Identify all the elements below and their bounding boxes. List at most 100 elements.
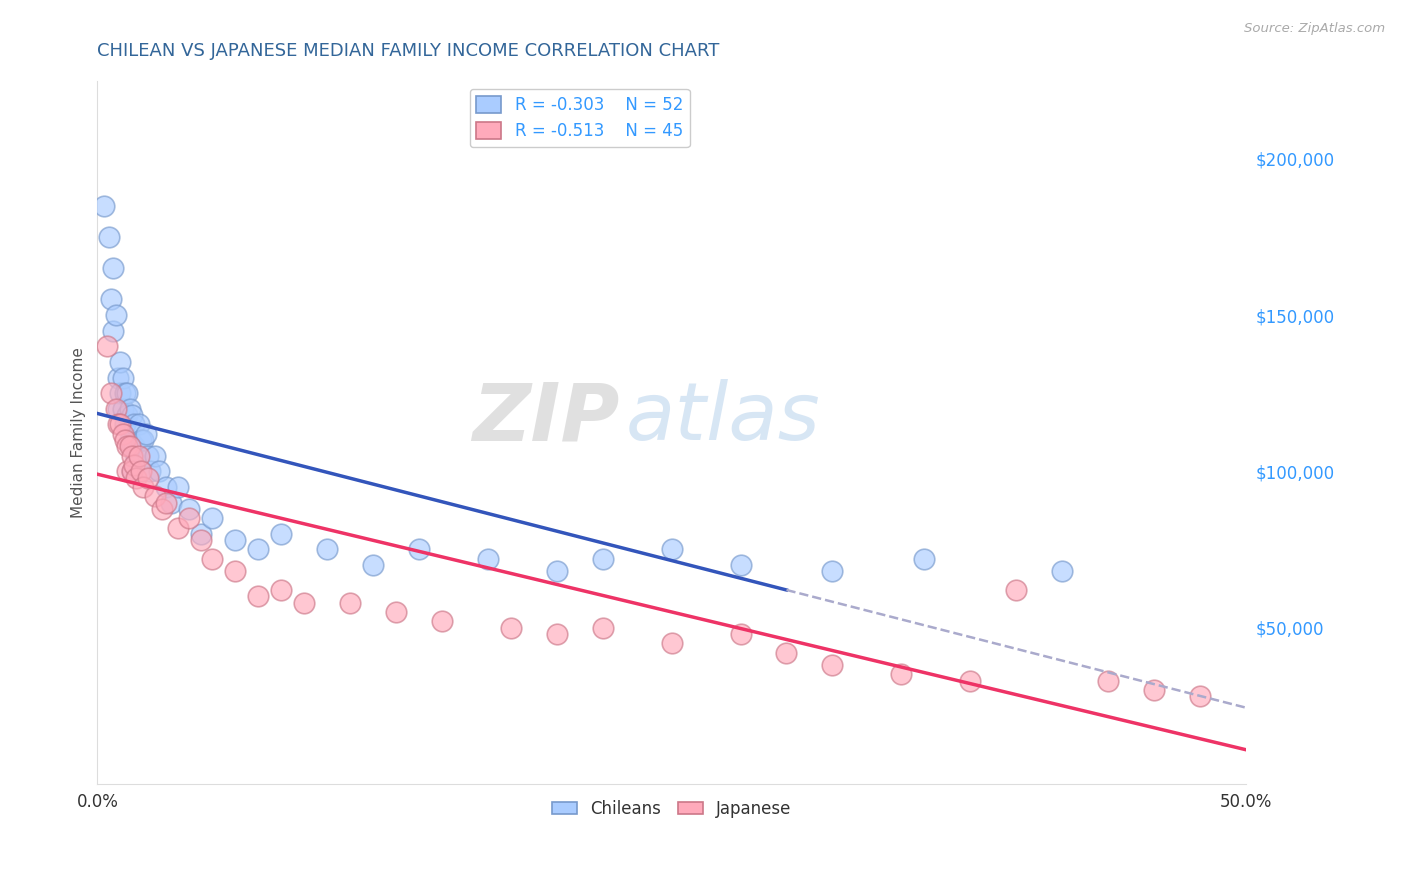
Point xyxy=(160,495,183,509)
Text: ZIP: ZIP xyxy=(472,379,620,458)
Point xyxy=(100,386,122,401)
Point xyxy=(121,464,143,478)
Point xyxy=(121,449,143,463)
Point xyxy=(201,551,224,566)
Point xyxy=(104,308,127,322)
Point xyxy=(129,464,152,478)
Point xyxy=(122,439,145,453)
Text: Source: ZipAtlas.com: Source: ZipAtlas.com xyxy=(1244,22,1385,36)
Point xyxy=(107,417,129,432)
Point xyxy=(1097,673,1119,688)
Point xyxy=(592,620,614,634)
Point xyxy=(125,449,148,463)
Point xyxy=(155,495,177,509)
Point xyxy=(201,511,224,525)
Point xyxy=(224,533,246,547)
Point xyxy=(135,426,157,441)
Point xyxy=(270,526,292,541)
Point xyxy=(661,542,683,557)
Point xyxy=(100,293,122,307)
Point xyxy=(136,470,159,484)
Point xyxy=(125,470,148,484)
Point xyxy=(114,417,136,432)
Legend: Chileans, Japanese: Chileans, Japanese xyxy=(546,793,799,824)
Point xyxy=(430,614,453,628)
Point xyxy=(155,480,177,494)
Point xyxy=(730,558,752,572)
Point xyxy=(821,658,844,673)
Point xyxy=(115,386,138,401)
Point xyxy=(122,417,145,432)
Point xyxy=(166,480,188,494)
Point xyxy=(775,646,797,660)
Point xyxy=(385,605,408,619)
Point xyxy=(139,464,162,478)
Point xyxy=(121,408,143,422)
Y-axis label: Median Family Income: Median Family Income xyxy=(72,347,86,517)
Point xyxy=(190,526,212,541)
Point xyxy=(111,426,134,441)
Point xyxy=(592,551,614,566)
Point xyxy=(110,417,132,432)
Point xyxy=(1143,683,1166,698)
Point xyxy=(292,595,315,609)
Point xyxy=(270,582,292,597)
Point xyxy=(103,324,125,338)
Point xyxy=(148,464,170,478)
Point xyxy=(111,370,134,384)
Point xyxy=(115,439,138,453)
Point xyxy=(912,551,935,566)
Point xyxy=(546,564,568,578)
Point xyxy=(821,564,844,578)
Point xyxy=(247,542,270,557)
Point xyxy=(93,199,115,213)
Point xyxy=(103,261,125,276)
Point xyxy=(361,558,384,572)
Point xyxy=(128,449,150,463)
Point xyxy=(136,449,159,463)
Point xyxy=(190,533,212,547)
Point xyxy=(408,542,430,557)
Point xyxy=(121,464,143,478)
Point xyxy=(224,564,246,578)
Point xyxy=(128,417,150,432)
Point xyxy=(107,401,129,416)
Point xyxy=(114,386,136,401)
Point xyxy=(166,520,188,534)
Point xyxy=(115,408,138,422)
Point xyxy=(143,489,166,503)
Point xyxy=(97,230,120,244)
Point xyxy=(104,401,127,416)
Point xyxy=(132,480,155,494)
Point xyxy=(1188,690,1211,704)
Text: atlas: atlas xyxy=(626,379,821,458)
Point xyxy=(730,627,752,641)
Point xyxy=(546,627,568,641)
Point xyxy=(890,667,912,681)
Point xyxy=(132,433,155,447)
Point xyxy=(179,501,201,516)
Point xyxy=(1005,582,1028,597)
Point xyxy=(121,439,143,453)
Point xyxy=(110,386,132,401)
Point xyxy=(339,595,361,609)
Point xyxy=(118,433,141,447)
Point xyxy=(179,511,201,525)
Point xyxy=(316,542,339,557)
Point xyxy=(150,501,173,516)
Point xyxy=(118,401,141,416)
Point xyxy=(115,464,138,478)
Point xyxy=(1050,564,1073,578)
Text: CHILEAN VS JAPANESE MEDIAN FAMILY INCOME CORRELATION CHART: CHILEAN VS JAPANESE MEDIAN FAMILY INCOME… xyxy=(97,42,720,60)
Point xyxy=(107,370,129,384)
Point xyxy=(143,449,166,463)
Point xyxy=(499,620,522,634)
Point xyxy=(959,673,981,688)
Point xyxy=(114,433,136,447)
Point xyxy=(661,636,683,650)
Point xyxy=(96,339,118,353)
Point xyxy=(118,439,141,453)
Point xyxy=(247,589,270,603)
Point xyxy=(122,458,145,472)
Point xyxy=(110,355,132,369)
